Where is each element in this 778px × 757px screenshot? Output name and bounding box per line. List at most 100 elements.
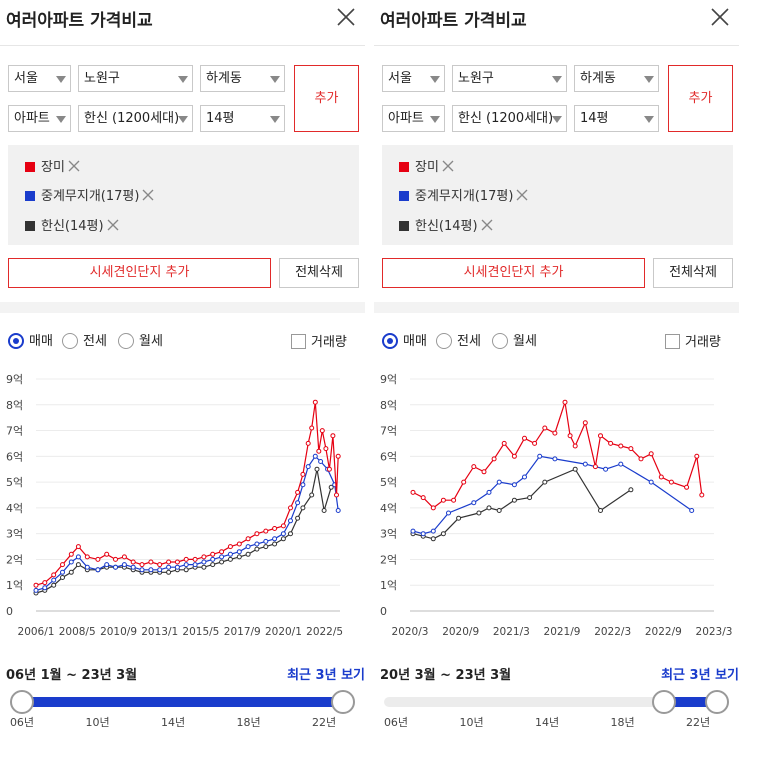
chevron-down-icon <box>552 116 562 123</box>
type-select-value: 아파트 <box>388 111 424 126</box>
checkbox-icon <box>665 334 680 349</box>
data-point <box>648 479 654 485</box>
y-tick-label: 2억 <box>6 553 23 566</box>
data-point <box>328 484 334 490</box>
period-slider[interactable]: 06년 10년 14년 18년 22년 <box>384 690 729 730</box>
radio-label: 매매 <box>403 334 427 349</box>
remove-icon[interactable] <box>442 160 454 172</box>
data-point <box>272 536 278 542</box>
data-point <box>263 528 269 534</box>
data-point <box>314 466 320 472</box>
data-point <box>254 531 260 537</box>
data-point <box>148 567 154 573</box>
data-point <box>511 497 517 503</box>
data-point <box>689 508 695 513</box>
data-point <box>68 569 74 575</box>
district-select[interactable]: 노원구 <box>78 65 193 92</box>
slider-track[interactable] <box>384 697 729 707</box>
x-tick-label: 2006/1 <box>18 626 55 638</box>
data-point <box>42 585 48 591</box>
radio-monthly[interactable]: 월세 <box>492 333 537 351</box>
complex-select[interactable]: 한신 (1200세대) <box>78 105 193 132</box>
close-button[interactable] <box>335 6 357 28</box>
city-select[interactable]: 서울 <box>8 65 71 92</box>
slider-end-handle[interactable] <box>705 690 729 714</box>
data-point <box>305 464 311 470</box>
data-point <box>603 466 609 472</box>
data-point <box>295 500 301 506</box>
add-button[interactable]: 추가 <box>668 65 733 132</box>
type-select[interactable]: 아파트 <box>8 105 71 132</box>
data-point <box>288 505 293 511</box>
dong-select[interactable]: 하계동 <box>200 65 285 92</box>
add-leading-complex-button[interactable]: 시세견인단지 추가 <box>382 258 645 288</box>
data-point <box>51 572 57 578</box>
data-point <box>598 433 603 439</box>
slider-fill <box>22 697 343 707</box>
remove-icon[interactable] <box>142 189 154 201</box>
size-select[interactable]: 14평 <box>574 105 659 132</box>
city-select[interactable]: 서울 <box>382 65 445 92</box>
add-leading-complex-button[interactable]: 시세견인단지 추가 <box>8 258 271 288</box>
data-point <box>104 562 110 568</box>
slider-start-handle[interactable] <box>652 690 677 714</box>
dong-select[interactable]: 하계동 <box>574 65 659 92</box>
data-point <box>219 559 225 565</box>
y-tick-label: 6억 <box>6 450 23 463</box>
delete-all-button[interactable]: 전체삭제 <box>653 258 733 288</box>
delete-all-button[interactable]: 전체삭제 <box>279 258 359 288</box>
data-point <box>60 575 65 580</box>
data-point <box>542 479 548 485</box>
radio-jeonse[interactable]: 전세 <box>62 333 107 351</box>
complex-select[interactable]: 한신 (1200세대) <box>452 105 567 132</box>
data-point <box>309 492 315 498</box>
list-item-label: 한신(14평) <box>41 219 104 234</box>
list-item-label: 중계무지개(17평) <box>41 189 140 204</box>
data-point <box>456 515 462 521</box>
size-select[interactable]: 14평 <box>200 105 285 132</box>
radio-sale[interactable]: 매매 <box>8 333 53 351</box>
remove-icon[interactable] <box>481 219 493 231</box>
volume-checkbox[interactable]: 거래량 <box>291 334 347 352</box>
radio-icon <box>118 333 134 349</box>
close-button[interactable] <box>709 6 731 28</box>
remove-icon[interactable] <box>68 160 80 172</box>
data-point <box>567 433 573 439</box>
y-tick-label: 8억 <box>380 399 397 412</box>
data-point <box>236 549 242 555</box>
recent-3-years-link[interactable]: 최근 3년 보기 <box>661 668 739 683</box>
remove-icon[interactable] <box>516 189 528 201</box>
radio-monthly[interactable]: 월세 <box>118 333 163 351</box>
recent-3-years-link[interactable]: 최근 3년 보기 <box>287 668 365 683</box>
y-tick-label: 7억 <box>6 425 23 438</box>
data-point <box>210 562 216 568</box>
data-point <box>95 556 101 562</box>
radio-sale[interactable]: 매매 <box>382 333 427 351</box>
district-select[interactable]: 노원구 <box>452 65 567 92</box>
data-point <box>121 554 127 560</box>
remove-icon[interactable] <box>107 219 119 231</box>
x-tick-label: 2015/5 <box>182 626 219 638</box>
data-point <box>166 564 172 570</box>
data-point <box>312 399 318 405</box>
add-button[interactable]: 추가 <box>294 65 359 132</box>
data-point <box>183 567 189 573</box>
volume-checkbox[interactable]: 거래량 <box>665 334 721 352</box>
data-point <box>410 528 416 534</box>
data-point <box>227 544 233 550</box>
data-point <box>537 453 543 459</box>
radio-icon <box>382 333 398 349</box>
data-point <box>451 497 457 503</box>
slider-end-handle[interactable] <box>331 690 355 714</box>
checkbox-icon <box>291 334 306 349</box>
period-slider[interactable]: 06년 10년 14년 18년 22년 <box>10 690 355 730</box>
data-point <box>210 556 216 562</box>
section-divider <box>374 302 739 313</box>
data-point <box>288 531 293 537</box>
slider-start-handle[interactable] <box>10 690 34 714</box>
selected-list: 장미 중계무지개(17평) 한신(14평) <box>382 145 733 245</box>
type-select[interactable]: 아파트 <box>382 105 445 132</box>
color-swatch <box>25 162 35 172</box>
radio-jeonse[interactable]: 전세 <box>436 333 481 351</box>
chevron-down-icon <box>430 116 440 123</box>
